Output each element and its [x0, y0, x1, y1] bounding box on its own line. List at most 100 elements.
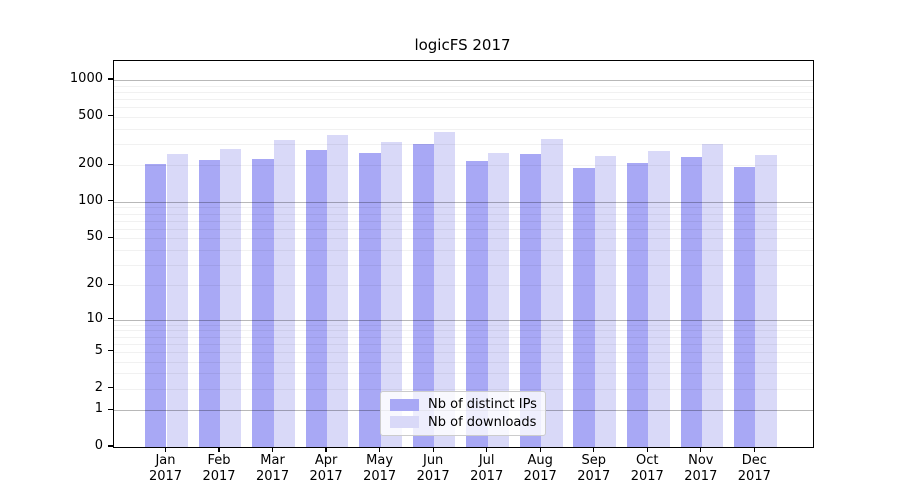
- gridline-minor-300: [114, 143, 813, 145]
- x-tick-month: Oct: [636, 453, 659, 468]
- gridline-minor-20: [114, 285, 813, 287]
- y-tick-mark-1000: [108, 78, 114, 80]
- x-tick-year: 2017: [630, 469, 664, 485]
- gridline-minor-6: [114, 343, 813, 345]
- bar-distinct-ips-aug: [519, 154, 542, 447]
- x-tick-year: 2017: [309, 469, 343, 485]
- gridline-minor-700: [114, 98, 813, 100]
- x-tick-mark-jan: [164, 447, 167, 452]
- x-tick-month: Jun: [422, 453, 444, 468]
- gridline-minor-800: [114, 91, 813, 93]
- legend-swatch-downloads: [390, 416, 419, 429]
- bar-distinct-ips-jan: [145, 163, 167, 447]
- x-tick-label-aug: Aug 2017: [508, 453, 572, 486]
- y-tick-label-2: 2: [94, 379, 103, 395]
- y-tick-label-1000: 1000: [69, 70, 103, 86]
- bar-downloads-jul: [487, 152, 509, 447]
- x-tick-label-may: May 2017: [348, 453, 412, 486]
- y-tick-label-100: 100: [78, 192, 103, 208]
- y-tick-mark-20: [108, 283, 114, 285]
- gridline-minor-900: [114, 85, 813, 87]
- legend-item-downloads: Nb of downloads: [390, 415, 536, 430]
- x-tick-label-jan: Jan 2017: [134, 453, 198, 486]
- gridline-minor-500: [114, 116, 813, 118]
- legend: Nb of distinct IPs Nb of downloads: [380, 391, 546, 436]
- gridline-minor-9: [114, 324, 813, 326]
- bar-downloads-apr: [327, 135, 349, 447]
- bar-distinct-ips-jun: [412, 144, 435, 447]
- plot-area: [113, 60, 814, 448]
- x-tick-year: 2017: [202, 469, 236, 485]
- x-tick-mark-jul: [486, 447, 488, 452]
- y-tick-mark-1: [108, 408, 114, 410]
- y-tick-label-5: 5: [94, 342, 103, 358]
- x-tick-year: 2017: [416, 469, 450, 485]
- x-tick-month: Aug: [527, 453, 553, 468]
- x-tick-mark-aug: [539, 447, 541, 452]
- bar-downloads-jun: [434, 131, 456, 447]
- y-tick-label-200: 200: [78, 156, 103, 172]
- x-tick-month: Dec: [741, 453, 767, 468]
- chart-title: logicFS 2017: [414, 36, 511, 54]
- bar-downloads-feb: [220, 149, 242, 447]
- gridline-minor-5: [114, 351, 813, 353]
- legend-label-distinct-ips: Nb of distinct IPs: [428, 397, 537, 413]
- y-tick-label-10: 10: [86, 310, 103, 326]
- gridline-minor-70: [114, 220, 813, 222]
- legend-item-distinct-ips: Nb of distinct IPs: [390, 397, 537, 413]
- x-tick-year: 2017: [256, 469, 290, 485]
- bar-distinct-ips-nov: [680, 156, 702, 447]
- gridline-minor-80: [114, 213, 813, 215]
- bar-downloads-sep: [594, 155, 617, 447]
- gridline-minor-600: [114, 107, 813, 109]
- gridline-minor-60: [114, 228, 813, 230]
- bar-distinct-ips-mar: [252, 159, 274, 447]
- y-tick-label-1: 1: [94, 401, 103, 417]
- x-tick-label-apr: Apr 2017: [294, 453, 358, 486]
- x-tick-mark-jun: [432, 447, 434, 452]
- x-tick-mark-may: [379, 447, 381, 452]
- x-tick-month: Sep: [581, 453, 606, 468]
- x-tick-month: Apr: [314, 453, 338, 468]
- y-tick-label-0: 0: [94, 438, 103, 453]
- x-tick-year: 2017: [523, 469, 557, 485]
- gridline-minor-40: [114, 249, 813, 251]
- gridline-minor-3: [114, 373, 813, 375]
- bar-downloads-may: [380, 142, 402, 447]
- bar-downloads-dec: [755, 155, 777, 447]
- bar-downloads-mar: [273, 140, 295, 447]
- x-tick-month: Jan: [155, 453, 176, 468]
- x-tick-month: Feb: [207, 453, 231, 468]
- gridline-minor-200: [114, 165, 813, 167]
- x-tick-label-sep: Sep 2017: [562, 453, 626, 486]
- x-tick-month: Nov: [688, 453, 714, 468]
- x-tick-label-oct: Oct 2017: [615, 453, 679, 486]
- gridline-minor-90: [114, 207, 813, 209]
- y-tick-mark-100: [108, 200, 114, 202]
- legend-swatch-distinct-ips: [390, 398, 419, 411]
- x-tick-year: 2017: [737, 469, 771, 485]
- x-tick-year: 2017: [684, 469, 718, 485]
- gridline-minor-2: [114, 388, 813, 390]
- x-tick-month: Jul: [478, 453, 495, 468]
- y-tick-mark-0: [108, 445, 114, 447]
- gridline-minor-400: [114, 128, 813, 130]
- y-tick-mark-5: [108, 350, 114, 352]
- gridline-minor-30: [114, 264, 813, 266]
- x-tick-label-feb: Feb 2017: [187, 453, 251, 486]
- x-tick-mark-dec: [753, 447, 755, 452]
- gridline-minor-8: [114, 330, 813, 332]
- y-tick-mark-50: [108, 236, 114, 238]
- bar-downloads-jan: [166, 154, 188, 447]
- x-tick-mark-feb: [218, 447, 220, 452]
- x-tick-mark-nov: [700, 447, 702, 452]
- x-tick-year: 2017: [577, 469, 611, 485]
- y-tick-mark-200: [108, 163, 114, 165]
- gridline-major-1000: [114, 79, 813, 81]
- x-tick-year: 2017: [148, 469, 183, 485]
- y-tick-mark-2: [108, 387, 114, 389]
- legend-label-downloads: Nb of downloads: [428, 414, 537, 430]
- bar-distinct-ips-apr: [305, 150, 328, 447]
- x-tick-label-jun: Jun 2017: [401, 453, 465, 486]
